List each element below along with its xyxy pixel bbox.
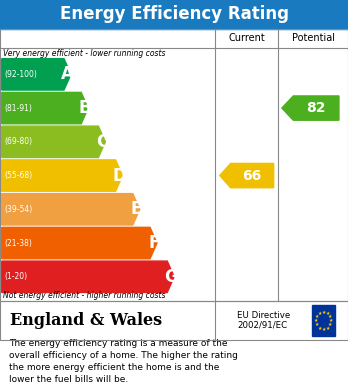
Text: A: A: [61, 65, 74, 83]
Text: (81-91): (81-91): [5, 104, 32, 113]
Text: 66: 66: [243, 169, 262, 183]
Text: ★: ★: [314, 318, 318, 323]
Polygon shape: [2, 59, 71, 90]
Text: ★: ★: [322, 310, 326, 314]
Text: ★: ★: [322, 327, 326, 332]
Text: ★: ★: [328, 314, 332, 319]
Bar: [312, 305, 335, 336]
Text: ★: ★: [318, 326, 322, 330]
Text: F: F: [148, 234, 159, 252]
Text: 82: 82: [306, 101, 326, 115]
Polygon shape: [2, 194, 140, 225]
Text: ★: ★: [318, 311, 322, 316]
Text: (55-68): (55-68): [5, 171, 33, 180]
Text: Current: Current: [228, 33, 265, 43]
Text: Potential: Potential: [292, 33, 335, 43]
Text: C: C: [96, 133, 108, 151]
Text: (1-20): (1-20): [5, 272, 27, 281]
Polygon shape: [2, 261, 174, 292]
Text: 2002/91/EC: 2002/91/EC: [237, 321, 287, 330]
Text: ★: ★: [325, 311, 330, 316]
Text: Very energy efficient - lower running costs: Very energy efficient - lower running co…: [3, 49, 165, 58]
Polygon shape: [2, 126, 105, 158]
Polygon shape: [2, 160, 122, 191]
Text: (92-100): (92-100): [5, 70, 37, 79]
Text: ★: ★: [329, 318, 333, 323]
Text: (39-54): (39-54): [5, 205, 33, 214]
Text: E: E: [131, 200, 142, 218]
Polygon shape: [2, 92, 88, 124]
Text: The energy efficiency rating is a measure of the
overall efficiency of a home. T: The energy efficiency rating is a measur…: [9, 339, 238, 384]
Text: G: G: [164, 268, 178, 286]
Polygon shape: [282, 96, 339, 120]
Bar: [0, 0, 348, 29]
Polygon shape: [220, 163, 274, 188]
Text: (69-80): (69-80): [5, 137, 33, 146]
Text: ★: ★: [328, 323, 332, 327]
Text: Energy Efficiency Rating: Energy Efficiency Rating: [60, 5, 288, 23]
Text: ★: ★: [325, 326, 330, 330]
Text: ★: ★: [315, 314, 319, 319]
Text: D: D: [113, 167, 126, 185]
Text: ★: ★: [315, 323, 319, 327]
Bar: [0, 29, 348, 301]
Text: Not energy efficient - higher running costs: Not energy efficient - higher running co…: [3, 291, 165, 300]
Bar: [0, 301, 348, 340]
Polygon shape: [2, 227, 157, 259]
Text: EU Directive: EU Directive: [237, 311, 291, 321]
Text: England & Wales: England & Wales: [10, 312, 163, 329]
Text: B: B: [79, 99, 92, 117]
Text: (21-38): (21-38): [5, 239, 32, 248]
